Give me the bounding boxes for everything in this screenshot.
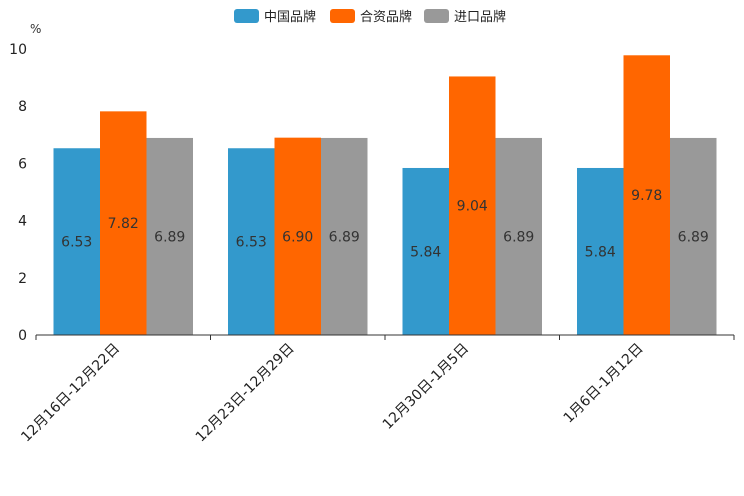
bar-2-2 (274, 137, 321, 335)
legend-item: 中国品牌 (234, 9, 316, 25)
data-label: 6.89 (503, 229, 534, 245)
bar-3-1 (146, 137, 193, 335)
data-label: 7.82 (108, 216, 139, 232)
data-label: 5.84 (585, 244, 616, 260)
data-label: 6.89 (678, 229, 709, 245)
y-tick-label: 0 (18, 328, 27, 344)
data-label: 9.04 (457, 199, 488, 215)
y-axis: 0 2 4 6 8 10 (9, 42, 27, 344)
legend-item: 进口品牌 (424, 9, 506, 25)
x-tick-label: 12月16日-12月22日 (18, 341, 123, 446)
bars (53, 55, 717, 336)
data-label: 6.53 (61, 235, 92, 251)
bar-1-1 (53, 148, 100, 335)
legend-label: 进口品牌 (454, 9, 506, 25)
y-tick-label: 2 (18, 271, 27, 287)
bar-1-4 (577, 167, 624, 335)
legend-swatch (234, 9, 259, 23)
data-label: 6.90 (282, 229, 313, 245)
y-tick-label: 6 (18, 156, 27, 172)
legend-label: 中国品牌 (264, 9, 316, 25)
bar-2-3 (449, 76, 496, 336)
data-label: 6.89 (154, 229, 185, 245)
bar-3-2 (321, 137, 368, 335)
y-axis-unit-label: % (30, 22, 41, 36)
x-axis: 12月16日-12月22日 12月23日-12月29日 12月30日-1月5日 1月6… (18, 335, 735, 446)
data-label: 5.84 (410, 244, 441, 260)
legend-swatch (424, 9, 449, 23)
bar-3-3 (495, 137, 542, 335)
bar-1-3 (402, 167, 449, 335)
x-tick-label: 12月23日-12月29日 (193, 341, 298, 446)
data-label: 9.78 (631, 188, 662, 204)
x-tick-label: 1月6日-1月12日 (561, 341, 647, 427)
legend-item: 合资品牌 (330, 9, 412, 25)
bar-3-4 (670, 137, 717, 335)
data-label: 6.89 (329, 229, 360, 245)
legend-label: 合资品牌 (360, 9, 412, 25)
bar-2-1 (100, 111, 147, 336)
bar-2-4 (623, 55, 670, 336)
legend: 中国品牌 合资品牌 进口品牌 (234, 9, 506, 25)
y-tick-label: 10 (9, 42, 27, 58)
y-tick-label: 4 (18, 214, 27, 230)
legend-swatch (330, 9, 355, 23)
data-label: 6.53 (236, 235, 267, 251)
y-tick-label: 8 (18, 99, 27, 115)
bar-1-2 (228, 148, 275, 335)
value-labels: 6.53 6.53 5.84 5.84 7.82 6.90 9.04 9.78 6.89 6.89… (61, 188, 709, 260)
x-tick-label: 12月30日-1月5日 (380, 341, 472, 433)
